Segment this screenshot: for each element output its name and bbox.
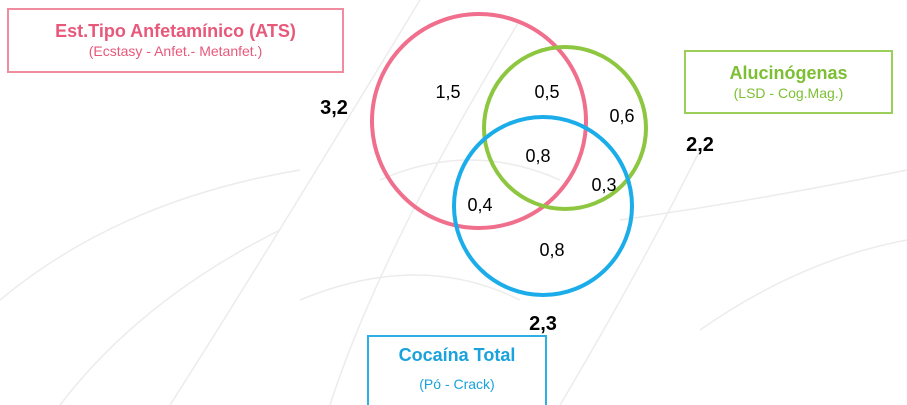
total-ats: 3,2 bbox=[320, 97, 348, 119]
cocaina-title: Cocaína Total bbox=[398, 345, 516, 365]
total-cocaina: 2,3 bbox=[529, 313, 557, 335]
region-all-three: 0,8 bbox=[525, 146, 550, 166]
region-cocaina-only: 0,8 bbox=[539, 240, 564, 260]
alucinogenas-circle bbox=[482, 45, 648, 211]
ats-title: Est.Tipo Anfetamínico (ATS) bbox=[55, 21, 296, 41]
cocaina-circle bbox=[452, 115, 634, 297]
region-ats-alucinogenas: 0,5 bbox=[534, 82, 559, 102]
alucinogenas-title: Alucinógenas bbox=[729, 63, 848, 83]
alucinogenas-label-box: Alucinógenas (LSD - Cog.Mag.) bbox=[684, 50, 893, 114]
region-alucinogenas-only: 0,6 bbox=[609, 106, 634, 126]
region-alucinogenas-cocaina: 0,3 bbox=[591, 175, 616, 195]
alucinogenas-subtitle: (LSD - Cog.Mag.) bbox=[733, 85, 844, 101]
cocaina-subtitle: (Pó - Crack) bbox=[419, 376, 495, 392]
region-ats-only: 1,5 bbox=[435, 82, 460, 102]
region-ats-cocaina: 0,4 bbox=[467, 195, 492, 215]
ats-label-box: Est.Tipo Anfetamínico (ATS) (Ecstasy - A… bbox=[7, 8, 344, 73]
ats-subtitle: (Ecstasy - Anfet.- Metanfet.) bbox=[88, 43, 263, 59]
cocaina-label-box: Cocaína Total (Pó - Crack) bbox=[367, 335, 547, 405]
ats-circle bbox=[370, 12, 588, 230]
total-alucinogenas: 2,2 bbox=[686, 134, 714, 156]
